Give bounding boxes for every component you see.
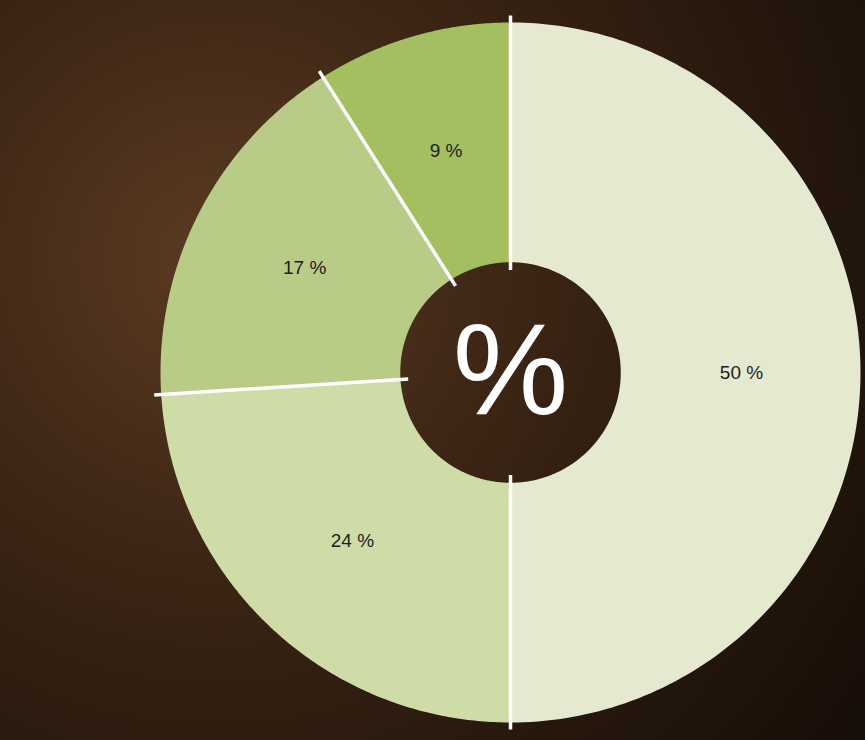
svg-text:24 %: 24 % [331,530,374,551]
svg-text:9 %: 9 % [430,140,463,161]
svg-text:50 %: 50 % [720,362,763,383]
svg-text:17 %: 17 % [283,257,326,278]
svg-text:%: % [453,296,569,442]
